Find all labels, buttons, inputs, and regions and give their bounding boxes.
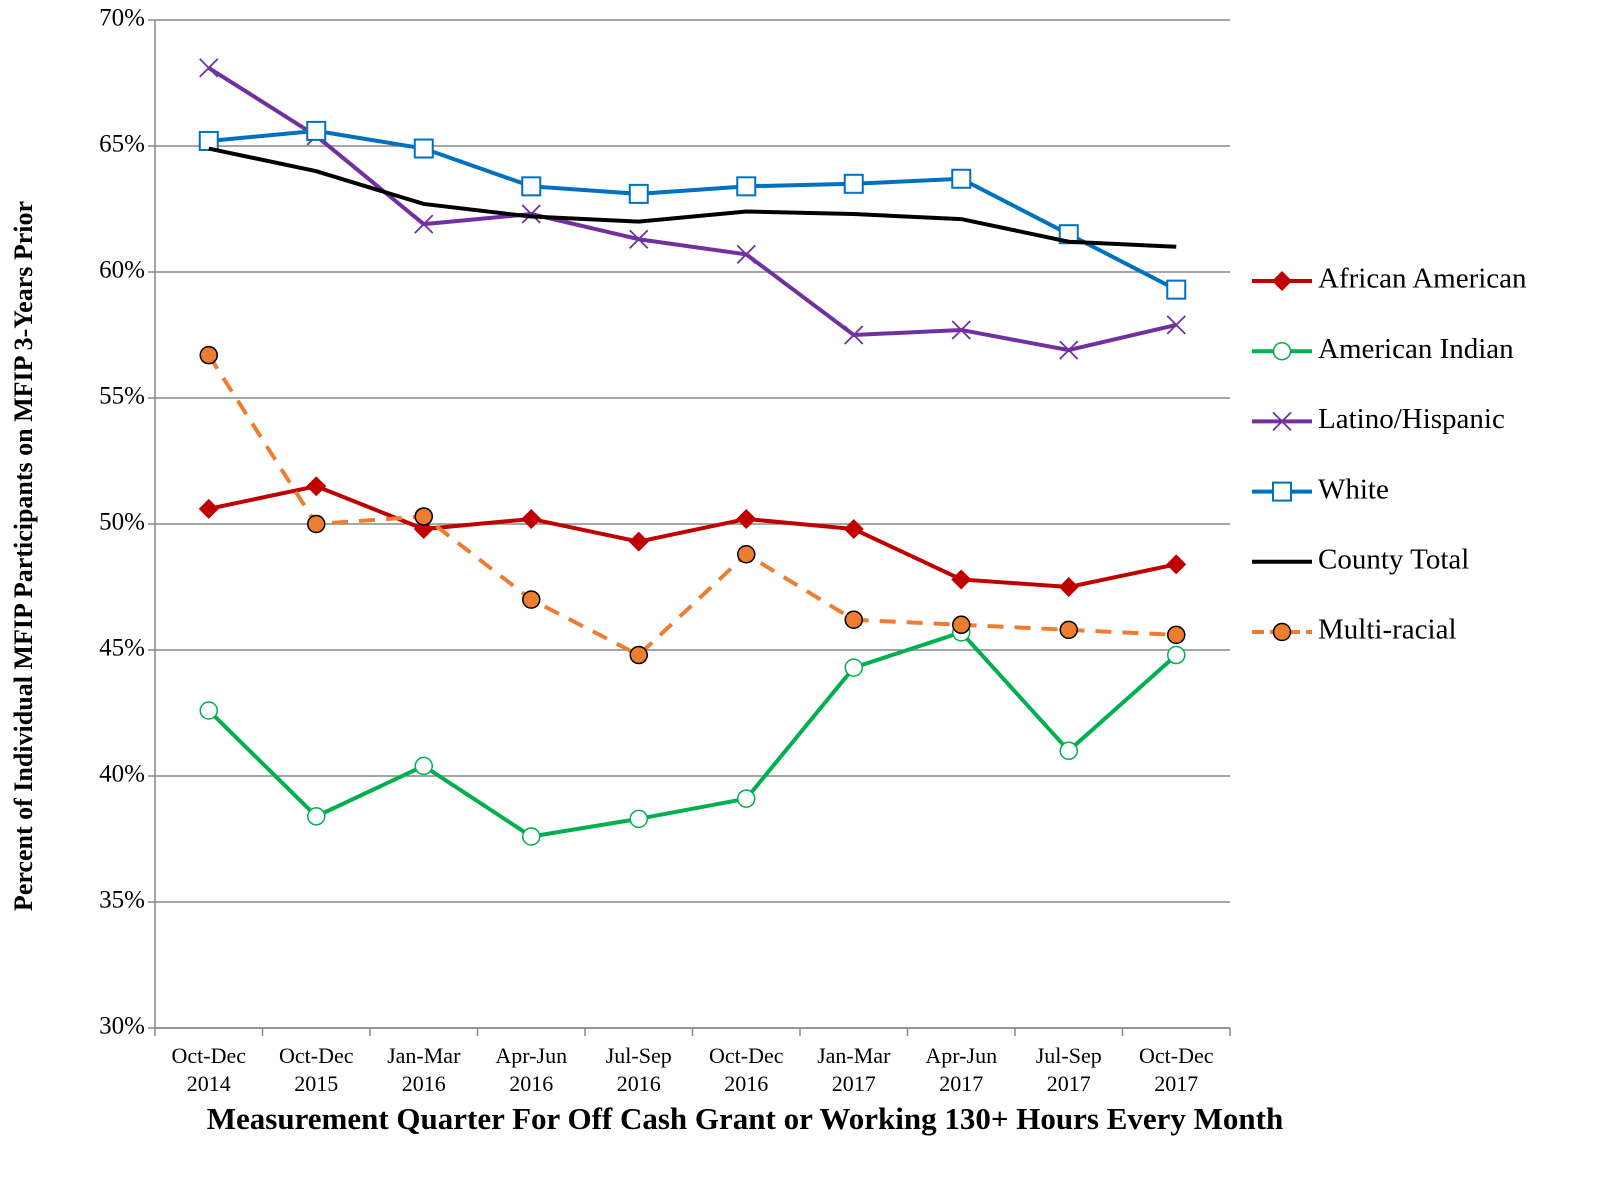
- marker: [521, 204, 541, 224]
- marker: [1166, 554, 1187, 575]
- marker: [199, 345, 218, 365]
- legend-marker: [1272, 341, 1292, 361]
- marker: [737, 789, 756, 808]
- marker: [951, 320, 971, 340]
- marker: [306, 476, 327, 497]
- legend-label: County Total: [1318, 543, 1469, 575]
- marker: [844, 325, 864, 345]
- y-axis-label: Percent of Individual MFIP Participants …: [9, 201, 38, 911]
- line: [208, 128, 1178, 292]
- marker: [628, 183, 649, 204]
- x-tick-label: Oct-Dec 2014: [171, 1043, 246, 1096]
- series: [208, 146, 1177, 249]
- legend-marker: [1272, 271, 1292, 291]
- line: [207, 354, 1177, 658]
- marker: [629, 809, 648, 829]
- y-tick-label: 55%: [99, 383, 145, 410]
- line: [208, 146, 1177, 249]
- series: [198, 476, 1187, 597]
- x-tick-label: Oct-Dec 2017: [1139, 1043, 1214, 1096]
- marker: [844, 610, 863, 630]
- marker: [736, 244, 756, 264]
- marker: [414, 214, 434, 234]
- marker: [522, 827, 541, 846]
- marker: [1166, 279, 1187, 300]
- series: [199, 345, 1186, 665]
- marker: [1059, 340, 1079, 360]
- line: [207, 66, 1177, 353]
- marker: [1059, 620, 1078, 640]
- x-tick-label: Oct-Dec 2015: [279, 1043, 354, 1096]
- marker: [521, 508, 542, 529]
- marker: [843, 519, 864, 540]
- marker: [952, 615, 971, 635]
- series: [198, 120, 1187, 300]
- marker: [414, 507, 433, 526]
- y-tick-label: 40%: [99, 761, 145, 788]
- x-tick-label: Jul-Sep 2016: [606, 1043, 672, 1096]
- y-tick-label: 45%: [99, 635, 145, 662]
- marker: [843, 173, 864, 194]
- y-tick-label: 70%: [99, 5, 145, 32]
- marker: [414, 756, 433, 776]
- legend-label: American Indian: [1318, 333, 1514, 365]
- x-axis-label: Measurement Quarter For Off Cash Grant o…: [206, 1101, 1284, 1136]
- x-tick-label: Jul-Sep 2017: [1036, 1043, 1102, 1096]
- marker: [199, 701, 218, 720]
- marker: [522, 590, 541, 609]
- legend-label: Multi-racial: [1318, 614, 1457, 646]
- y-tick-label: 60%: [99, 257, 145, 284]
- legend-label: Latino/Hispanic: [1318, 403, 1505, 435]
- marker: [629, 645, 648, 665]
- marker: [307, 807, 326, 826]
- line: [207, 630, 1178, 839]
- legend-label: White: [1318, 473, 1389, 505]
- marker: [1167, 645, 1186, 665]
- marker: [951, 168, 972, 189]
- marker: [199, 58, 219, 78]
- x-tick-label: Jan-Mar 2016: [387, 1043, 461, 1096]
- marker: [198, 498, 219, 519]
- marker: [307, 514, 326, 534]
- series: [199, 58, 1186, 360]
- x-tick-label: Oct-Dec 2016: [709, 1043, 784, 1096]
- legend-marker: [1272, 411, 1292, 432]
- marker: [198, 130, 219, 151]
- legend-label: African American: [1318, 263, 1527, 295]
- series: [199, 623, 1186, 846]
- line: [208, 484, 1177, 590]
- legend-marker: [1272, 481, 1292, 502]
- marker: [1166, 315, 1186, 335]
- y-tick-label: 35%: [99, 887, 145, 914]
- marker: [521, 176, 542, 197]
- marker: [737, 544, 756, 564]
- marker: [413, 138, 434, 159]
- x-tick-label: Apr-Jun 2016: [495, 1043, 567, 1096]
- marker: [1059, 741, 1078, 761]
- legend-marker: [1272, 622, 1292, 642]
- marker: [844, 658, 863, 677]
- y-tick-label: 30%: [99, 1013, 145, 1040]
- x-tick-label: Jan-Mar 2017: [817, 1043, 891, 1096]
- marker: [736, 508, 757, 529]
- marker: [1058, 577, 1079, 597]
- marker: [628, 531, 649, 552]
- marker: [629, 229, 649, 249]
- marker: [951, 569, 972, 590]
- y-tick-label: 65%: [99, 131, 145, 158]
- marker: [306, 120, 327, 141]
- y-tick-label: 50%: [99, 509, 145, 536]
- x-tick-label: Apr-Jun 2017: [925, 1043, 997, 1096]
- marker: [736, 176, 757, 197]
- marker: [1167, 625, 1186, 645]
